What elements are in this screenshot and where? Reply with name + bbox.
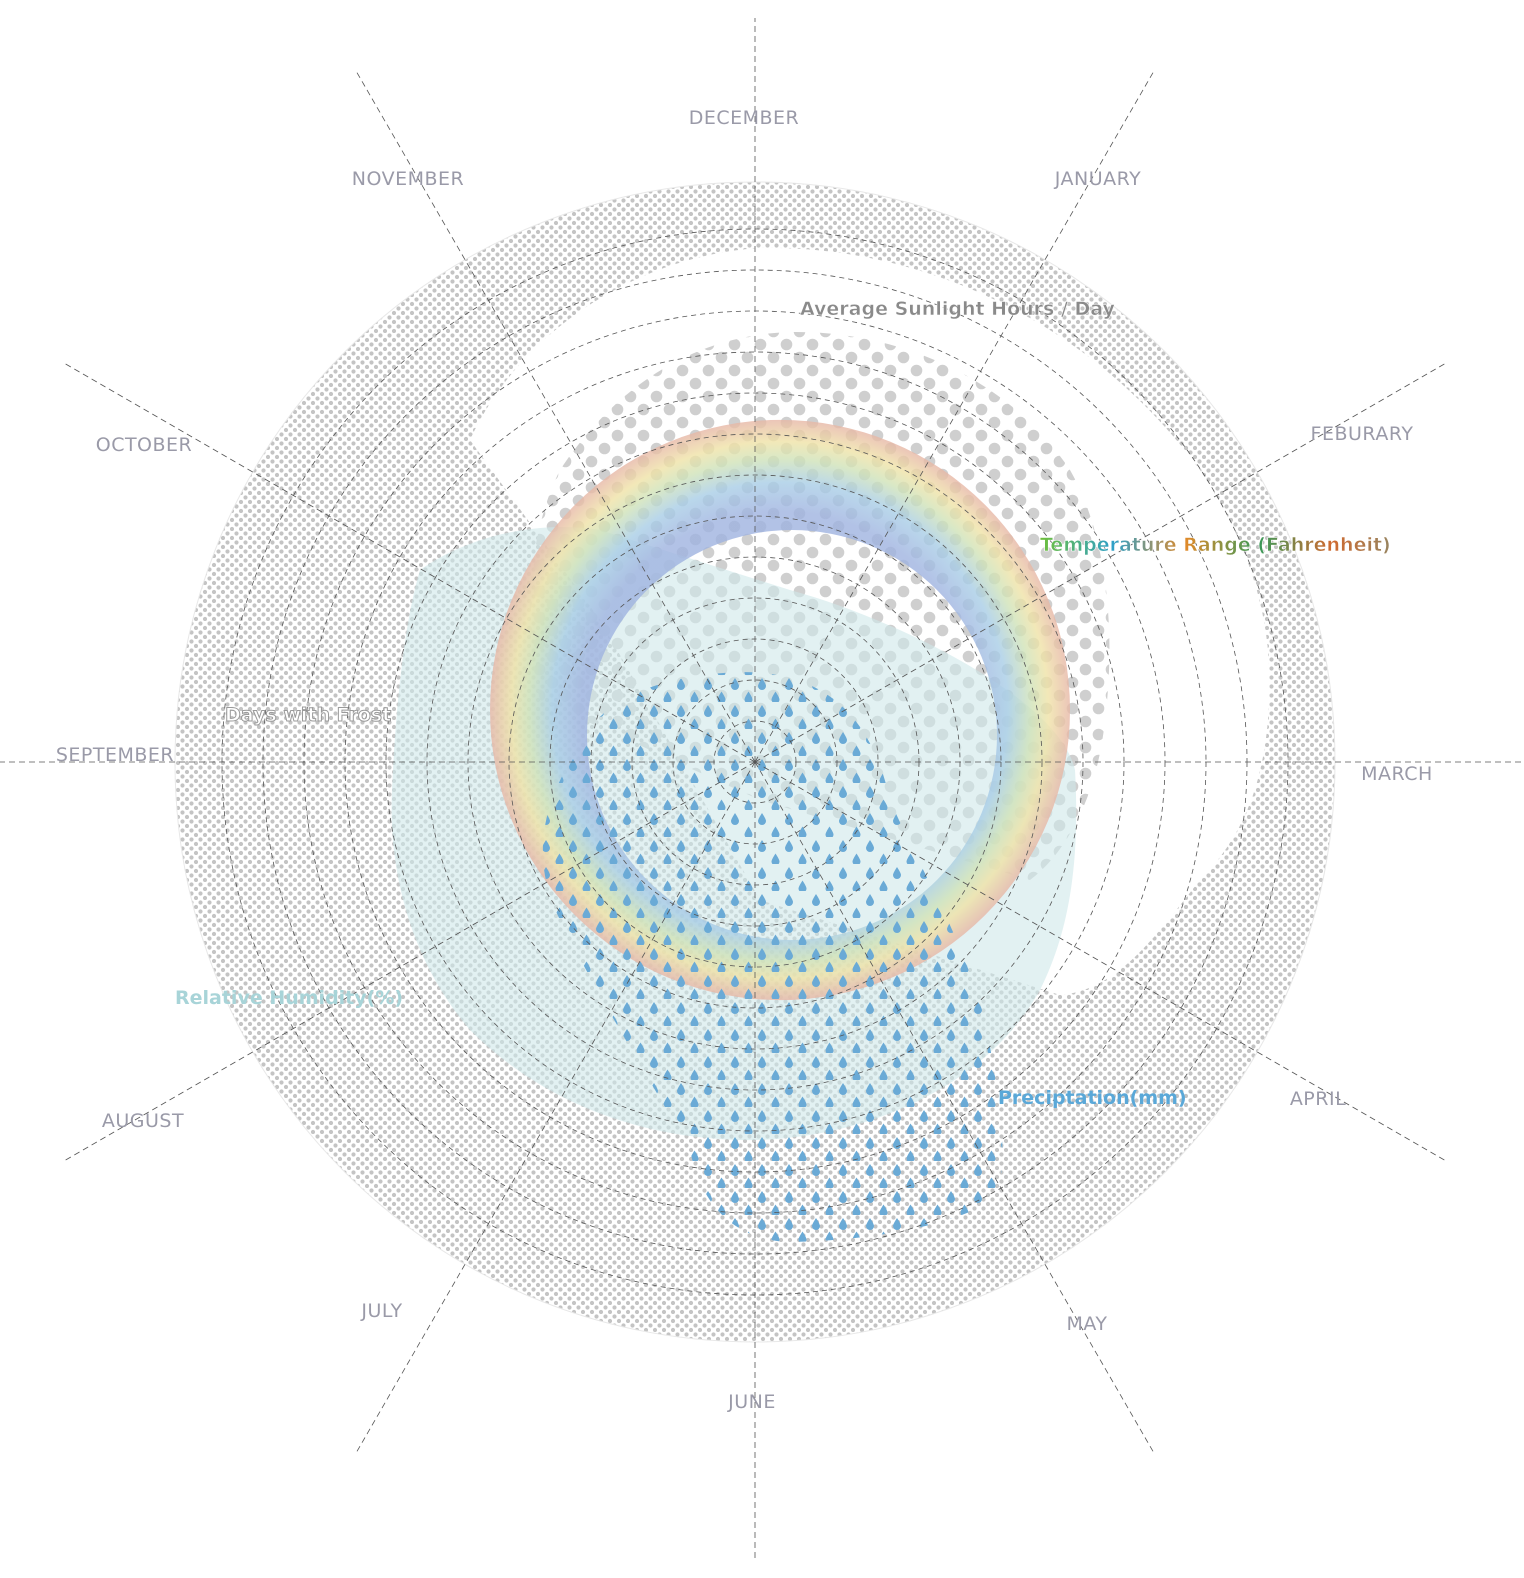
- temperature-range-ring: [490, 419, 1070, 1001]
- month-label-august: AUGUST: [102, 1110, 184, 1132]
- temperature-label: Temperature Range (Fahrenheit): [1040, 534, 1391, 556]
- month-label-june: JUNE: [727, 1391, 776, 1413]
- month-axis-april: [754, 761, 1449, 1163]
- month-axis-october: [61, 361, 756, 763]
- month-label-feburary: FEBURARY: [1311, 423, 1414, 445]
- month-axis-may: [754, 761, 1156, 1456]
- month-label-november: NOVEMBER: [352, 168, 464, 190]
- grid-ring: [385, 392, 1125, 1132]
- month-axis-november: [354, 68, 756, 763]
- frost-label: Days with Frost: [225, 704, 391, 726]
- month-label-january: JANUARY: [1054, 168, 1141, 190]
- month-axis-august: [61, 761, 756, 1163]
- month-label-march: MARCH: [1361, 763, 1433, 785]
- grid-ring: [467, 474, 1043, 1050]
- month-axis-january: [754, 68, 1156, 763]
- month-label-september: SEPTEMBER: [56, 744, 174, 766]
- month-label-october: OCTOBER: [96, 434, 193, 456]
- month-label-may: MAY: [1066, 1313, 1107, 1335]
- month-label-april: APRIL: [1290, 1088, 1346, 1110]
- month-labels: DECEMBER JANUARY FEBURARY MARCH APRIL MAY JUNE…: [56, 107, 1433, 1413]
- month-label-december: DECEMBER: [689, 107, 800, 129]
- humidity-label: Relative Humidity(%): [175, 987, 403, 1009]
- sunlight-label: Average Sunlight Hours / Day: [800, 298, 1116, 320]
- precipitation-label: Preciptation(mm): [998, 1087, 1187, 1109]
- month-label-july: JULY: [360, 1300, 402, 1322]
- month-axis-feburary: [754, 361, 1449, 763]
- month-axis-july: [354, 761, 756, 1456]
- grid-ring: [426, 433, 1084, 1091]
- precipitation-area: [542, 672, 1003, 1242]
- grid: [0, 18, 1524, 1562]
